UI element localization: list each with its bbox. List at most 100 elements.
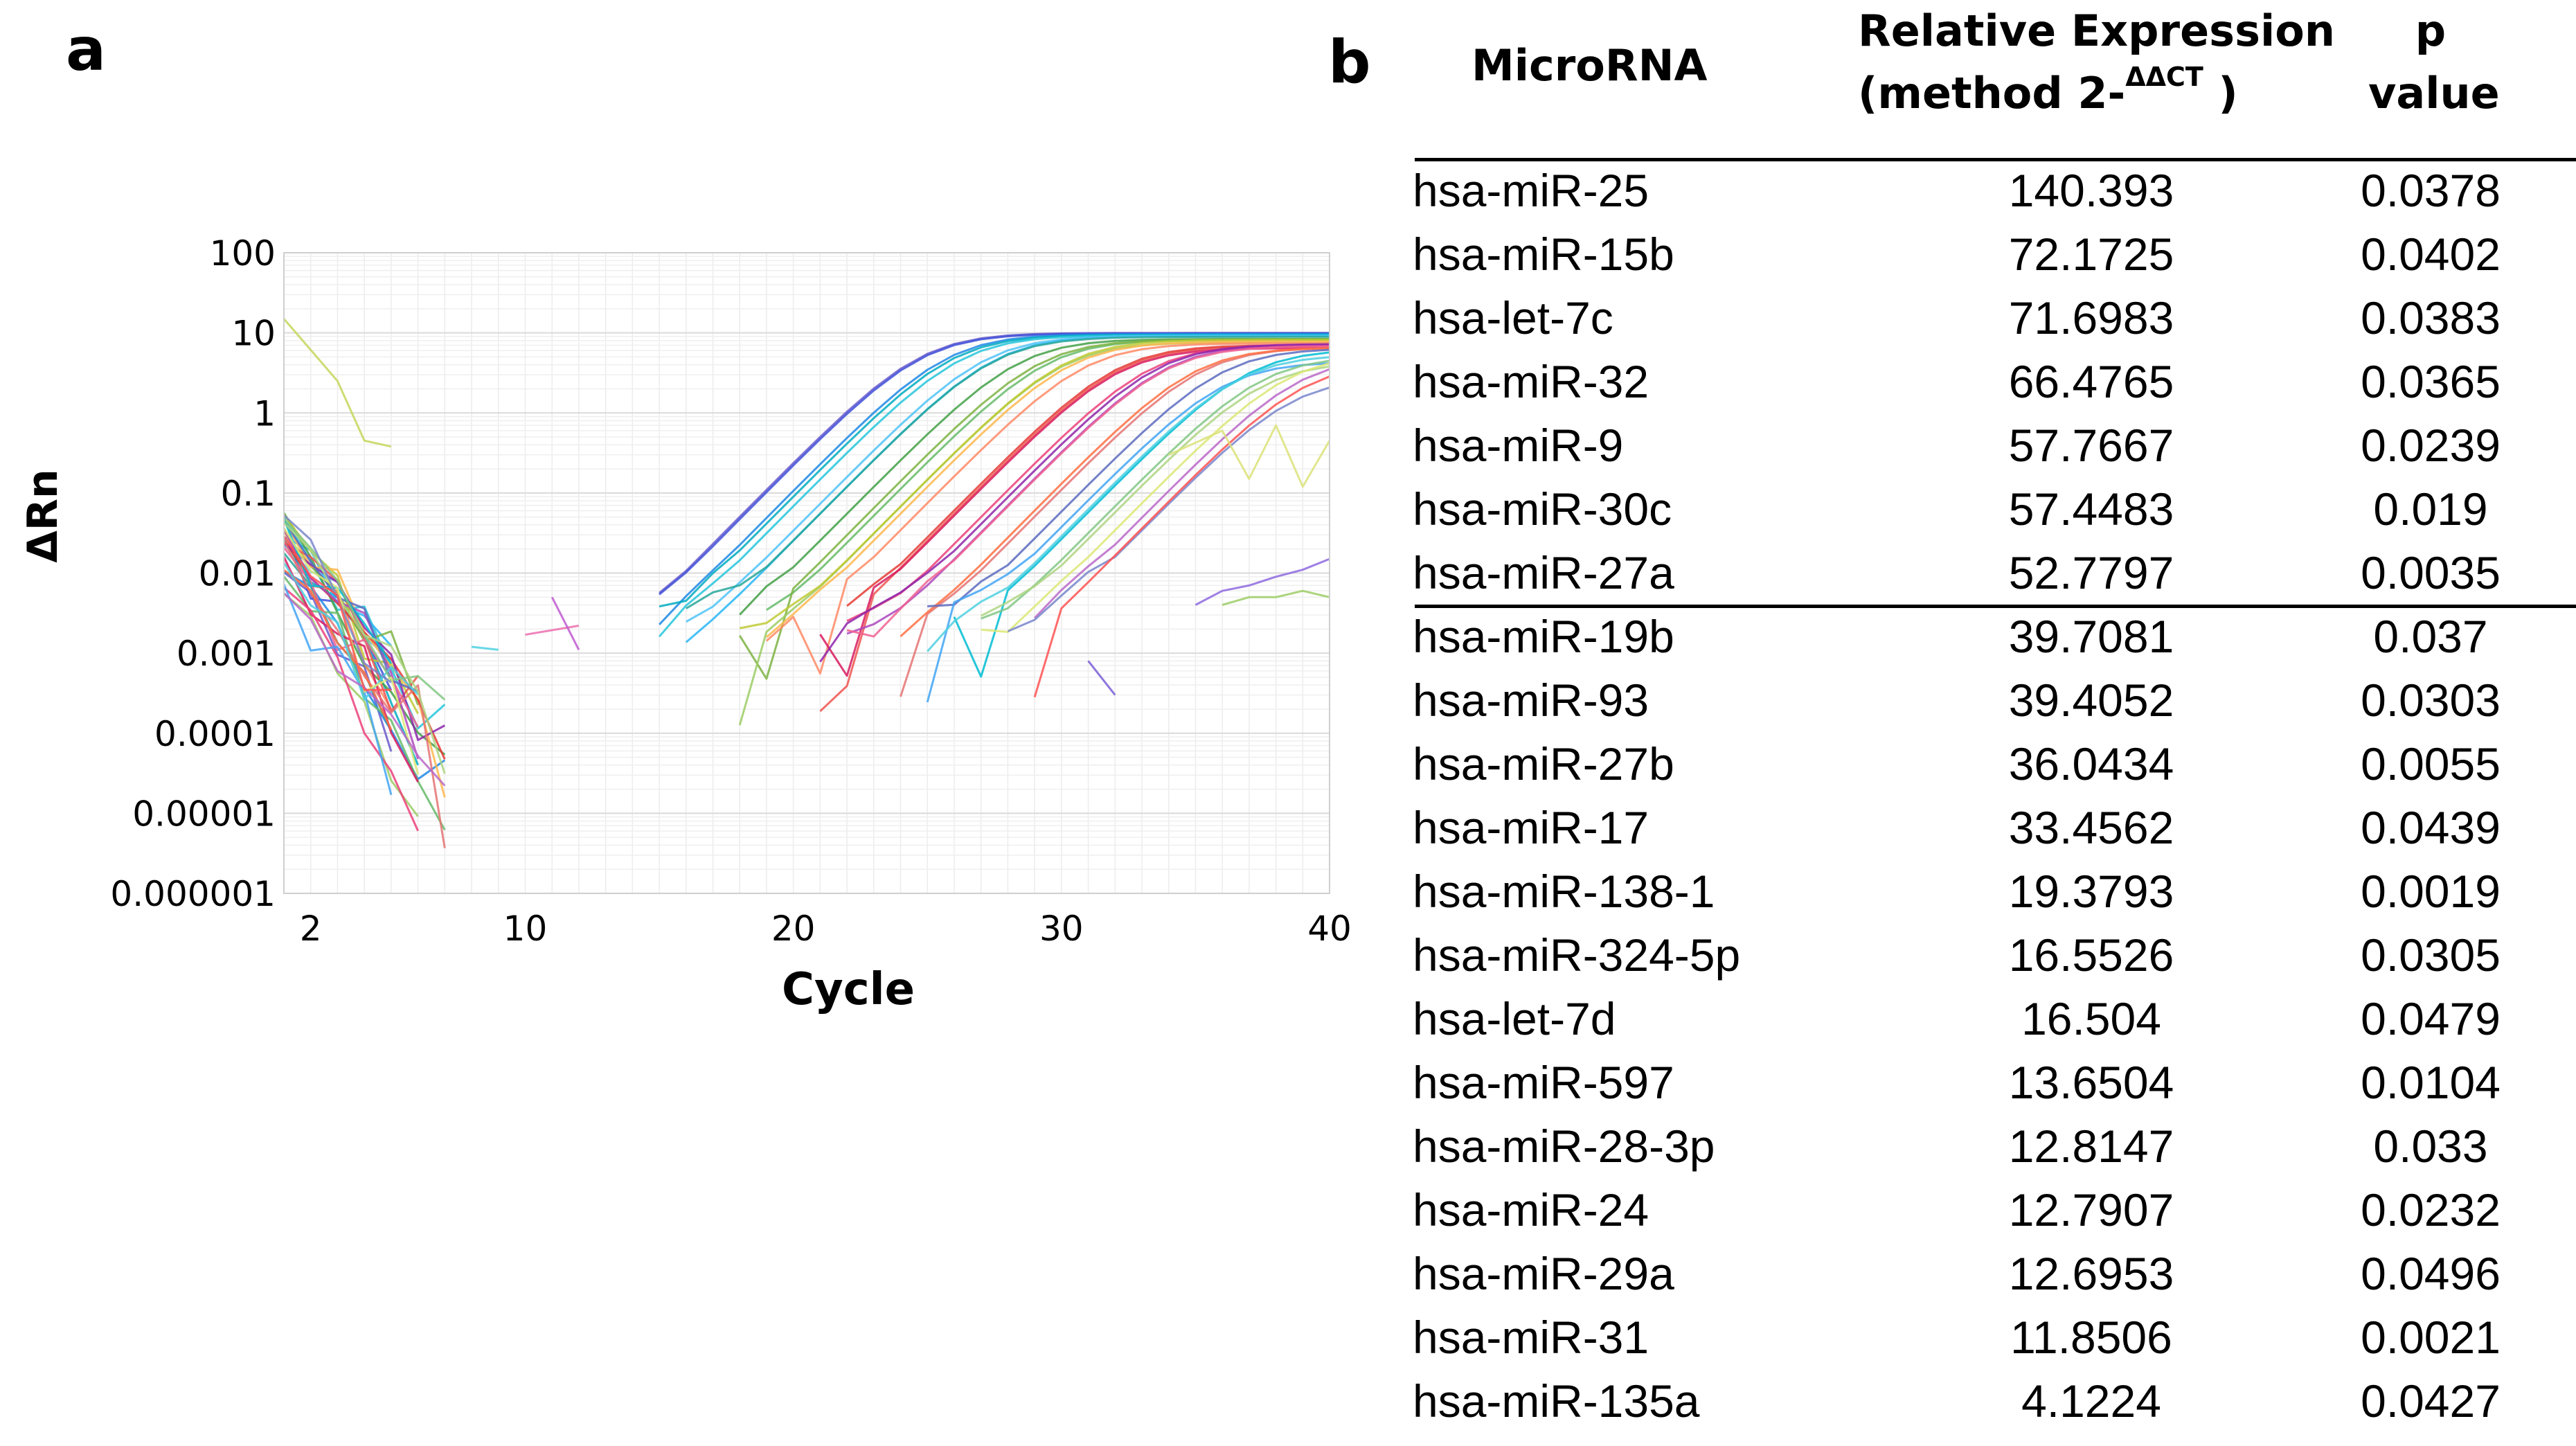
cell-p-value: 0.0305 <box>2361 929 2501 981</box>
cell-p-value: 0.0021 <box>2361 1312 2501 1363</box>
outlier-trace <box>551 596 580 650</box>
cell-expression: 71.6983 <box>2008 292 2174 343</box>
cell-p-value: 0.0035 <box>2361 547 2501 598</box>
amplification-curve <box>846 345 1330 638</box>
header-rel-line2: (method 2-ΔΔCT ) <box>1858 62 2335 125</box>
cell-expression: 16.5526 <box>2008 929 2174 981</box>
x-axis-ticks: 2 10 20 30 40 <box>300 909 1352 949</box>
cell-microrna: hsa-miR-135a <box>1413 1375 1700 1427</box>
cell-expression: 13.6504 <box>2008 1057 2174 1108</box>
cell-microrna: hsa-miR-93 <box>1413 675 1649 726</box>
baseline-segment <box>284 569 393 731</box>
baseline-segment <box>284 521 446 774</box>
y-tick-label: 0.00001 <box>132 794 276 834</box>
amplification-curve <box>953 351 1330 678</box>
cell-p-value: 0.037 <box>2373 611 2488 662</box>
amplification-curve <box>686 335 1330 609</box>
cell-microrna: hsa-miR-28-3p <box>1413 1121 1715 1172</box>
cell-p-value: 0.019 <box>2373 483 2488 535</box>
cell-microrna: hsa-miR-32 <box>1413 356 1649 407</box>
amplification-curve <box>1007 386 1330 632</box>
cell-microrna: hsa-miR-30c <box>1413 483 1672 535</box>
cell-p-value: 0.0365 <box>2361 356 2501 407</box>
amplification-curve <box>739 339 1330 630</box>
amplification-curve <box>1033 375 1330 698</box>
baseline-segment <box>284 584 393 796</box>
amplification-curve <box>981 359 1330 620</box>
cell-p-value: 0.0496 <box>2361 1248 2501 1299</box>
cell-microrna: hsa-miR-17 <box>1413 802 1649 853</box>
amplification-curve <box>927 348 1330 607</box>
cell-p-value: 0.033 <box>2373 1121 2488 1172</box>
cell-microrna: hsa-miR-29a <box>1413 1248 1674 1299</box>
outlier-trace <box>1195 557 1330 606</box>
cell-p-value: 0.0104 <box>2361 1057 2501 1108</box>
baseline-segment <box>284 593 419 817</box>
outlier-trace <box>471 645 499 651</box>
cell-p-value: 0.0019 <box>2361 866 2501 917</box>
cell-expression: 36.0434 <box>2008 738 2174 789</box>
panel-label-a: a <box>66 15 107 84</box>
x-tick-label: 30 <box>1039 909 1084 949</box>
cell-p-value: 0.0055 <box>2361 738 2501 789</box>
baseline-segment <box>284 562 419 701</box>
cell-microrna: hsa-miR-31 <box>1413 1312 1649 1363</box>
header-microrna: MicroRNA <box>1472 40 1708 91</box>
cell-p-value: 0.0232 <box>2361 1184 2501 1235</box>
x-axis-label: Cycle <box>782 964 915 1015</box>
outlier-trace <box>1168 424 1330 488</box>
cell-expression: 33.4562 <box>2008 802 2174 853</box>
x-tick-label: 20 <box>771 909 816 949</box>
cell-expression: 140.393 <box>2008 165 2174 216</box>
cell-microrna: hsa-miR-27b <box>1413 738 1674 789</box>
cell-p-value: 0.0439 <box>2361 802 2501 853</box>
header-p-value: p value <box>2368 0 2500 125</box>
cell-expression: 57.4483 <box>2008 483 2174 535</box>
cell-microrna: hsa-miR-324-5p <box>1413 929 1741 981</box>
cell-microrna: hsa-miR-19b <box>1413 611 1674 662</box>
outlier-trace <box>1222 589 1330 606</box>
cell-expression: 12.6953 <box>2008 1248 2174 1299</box>
cell-expression: 19.3793 <box>2008 866 2174 917</box>
cell-expression: 39.4052 <box>2008 675 2174 726</box>
cell-expression: 52.7797 <box>2008 547 2174 598</box>
group-separator-rule <box>1415 605 2576 608</box>
x-tick-label: 10 <box>503 909 548 949</box>
baseline-segment <box>284 542 446 742</box>
cell-microrna: hsa-let-7c <box>1413 292 1613 343</box>
cell-p-value: 0.0427 <box>2361 1375 2501 1427</box>
cell-p-value: 0.0303 <box>2361 675 2501 726</box>
amplification-curve <box>1034 368 1330 619</box>
cell-expression: 12.7907 <box>2008 1184 2174 1235</box>
cell-microrna: hsa-miR-597 <box>1413 1057 1674 1108</box>
cell-expression: 72.1725 <box>2008 229 2174 280</box>
amplification-curve <box>900 347 1330 638</box>
baseline-segment <box>284 535 391 691</box>
cell-microrna: hsa-miR-24 <box>1413 1184 1649 1235</box>
amplification-curve <box>981 365 1330 617</box>
y-tick-label: 0.001 <box>177 634 276 674</box>
cell-microrna: hsa-miR-27a <box>1413 547 1674 598</box>
amplification-curve <box>765 340 1330 639</box>
y-tick-label: 100 <box>210 233 276 274</box>
cell-expression: 16.504 <box>2021 993 2161 1044</box>
header-p-line1: p <box>2415 6 2447 56</box>
cell-p-value: 0.0383 <box>2361 292 2501 343</box>
outlier-trace <box>525 625 580 636</box>
y-tick-label: 0.1 <box>220 474 276 514</box>
cell-expression: 39.7081 <box>2008 611 2174 662</box>
cell-p-value: 0.0239 <box>2361 420 2501 471</box>
baseline-segment <box>284 539 446 848</box>
chart-series <box>284 318 1330 848</box>
amplification-curve <box>819 343 1330 663</box>
x-tick-label: 2 <box>300 909 322 949</box>
cell-p-value: 0.0378 <box>2361 165 2501 216</box>
y-tick-label: 0.0001 <box>154 714 276 754</box>
amplification-curve <box>926 362 1330 703</box>
header-p-line2: value <box>2368 67 2500 118</box>
y-tick-label: 0.01 <box>199 554 276 594</box>
header-rel-superscript: ΔΔCT <box>2125 61 2203 92</box>
cell-expression: 11.8506 <box>2010 1312 2172 1363</box>
y-tick-label: 0.000001 <box>110 874 276 914</box>
